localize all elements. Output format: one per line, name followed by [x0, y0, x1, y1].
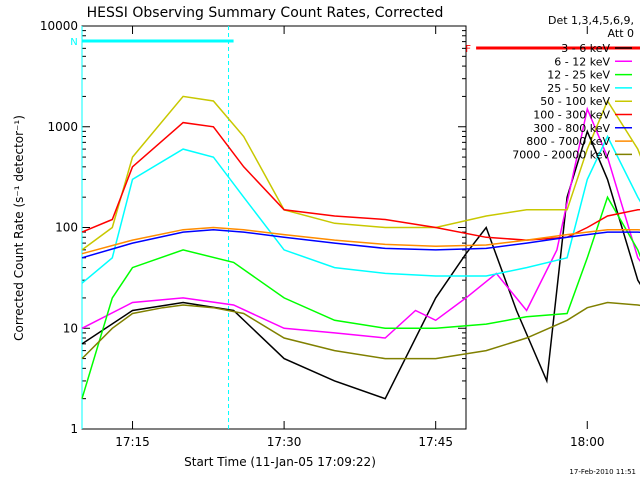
legend-label-1: 6 - 12 keV [554, 55, 610, 68]
x-tick-label-0: 17:15 [115, 435, 150, 449]
y-tick-label-4: 10000 [40, 19, 78, 33]
annotations: NF [70, 37, 640, 55]
series-line-3 [81, 134, 640, 284]
series-line-7 [81, 226, 640, 255]
legend-label-6: 300 - 800 keV [533, 122, 610, 135]
legend-label-8: 7000 - 20000 keV [512, 148, 610, 161]
chart-title: HESSI Observing Summary Count Rates, Cor… [87, 5, 444, 21]
series-line-1 [81, 106, 640, 339]
vertical-markers [81, 26, 230, 429]
legend-title-line-2: Att 0 [608, 27, 634, 40]
legend-label-4: 50 - 100 keV [540, 95, 610, 108]
legend-label-7: 800 - 7000 keV [526, 135, 610, 148]
series-line-4 [81, 95, 640, 251]
y-tick-label-1: 10 [63, 321, 78, 335]
series-line-8 [81, 301, 640, 360]
x-tick-label-3: 18:00 [570, 435, 605, 449]
series-line-6 [81, 228, 640, 259]
annotation-label-0: N [70, 37, 77, 48]
legend-label-2: 12 - 25 keV [547, 69, 610, 82]
series-line-2 [81, 195, 640, 399]
timestamp: 17-Feb-2010 11:51 [569, 468, 636, 476]
y-tick-label-0: 1 [70, 422, 78, 436]
legend-label-3: 25 - 50 keV [547, 82, 610, 95]
x-tick-label-2: 17:45 [418, 435, 453, 449]
y-axis-title: Corrected Count Rate (s⁻¹ detector⁻¹) [12, 115, 26, 341]
series-line-0 [81, 129, 640, 400]
legend-title-line-1: Det 1,3,4,5,6,9, [548, 14, 634, 27]
x-tick-label-1: 17:30 [267, 435, 302, 449]
x-axis-title: Start Time (11-Jan-05 17:09:22) [184, 455, 376, 469]
y-ticks-x-ticks: 11010010001000017:1517:3017:4518:0018:15… [40, 19, 605, 449]
legend-label-0: 3 - 6 keV [561, 42, 610, 55]
legend-label-5: 100 - 300 keV [533, 109, 610, 122]
y-tick-label-3: 1000 [47, 120, 78, 134]
data-series [81, 95, 640, 400]
y-tick-label-2: 100 [55, 221, 78, 235]
annotation-label-1: F [465, 44, 471, 55]
